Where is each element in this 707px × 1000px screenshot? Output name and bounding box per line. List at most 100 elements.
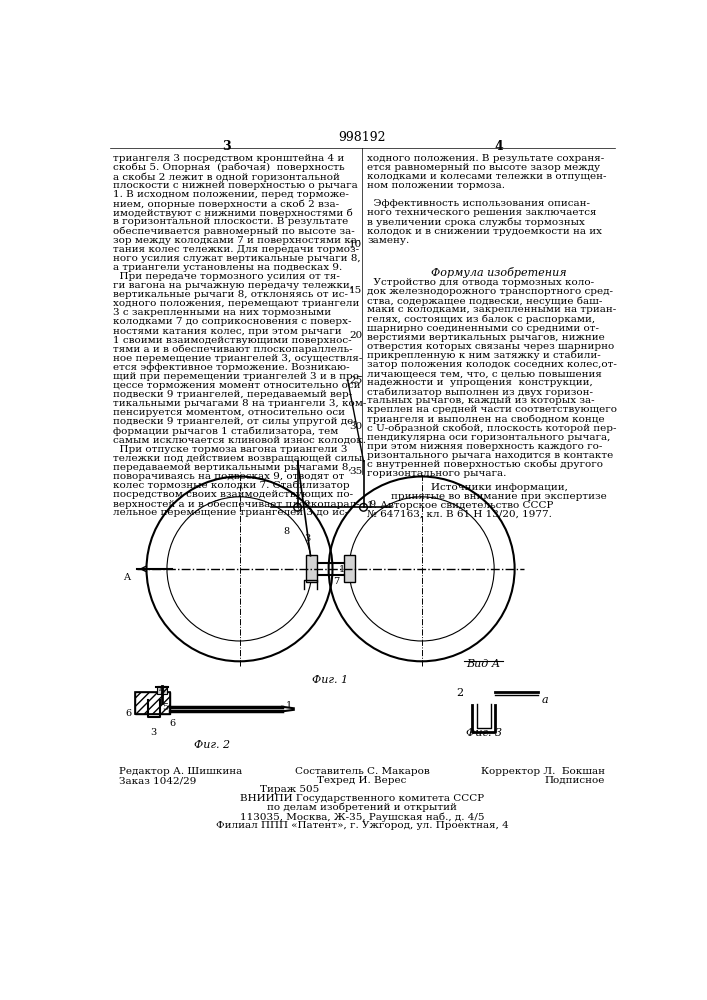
Text: 9: 9 — [304, 500, 310, 509]
Text: Филиал ППП «Патент», г. Ужгород, ул. Проектная, 4: Филиал ППП «Патент», г. Ужгород, ул. Про… — [216, 821, 508, 830]
Text: имодействуют с нижними поверхностями б: имодействуют с нижними поверхностями б — [113, 208, 353, 218]
Text: Техред И. Верес: Техред И. Верес — [317, 776, 407, 785]
Text: ризонтального рычага находится в контакте: ризонтального рычага находится в контакт… — [368, 451, 614, 460]
Text: 2: 2 — [457, 688, 464, 698]
Text: Фиг. 2: Фиг. 2 — [194, 740, 230, 750]
Text: 20: 20 — [349, 331, 363, 340]
Text: тикальными рычагами 8 на триангели 3, ком-: тикальными рычагами 8 на триангели 3, ко… — [113, 399, 366, 408]
Text: нием, опорные поверхности а скоб 2 вза-: нием, опорные поверхности а скоб 2 вза- — [113, 199, 339, 209]
Text: тями а и в обеспечивают плоскопараллель-: тями а и в обеспечивают плоскопараллель- — [113, 345, 353, 354]
Text: 25: 25 — [349, 376, 363, 385]
Text: ется равномерный по высоте зазор между: ется равномерный по высоте зазор между — [368, 163, 600, 172]
Text: ВНИИПИ Государственного комитета СССР: ВНИИПИ Государственного комитета СССР — [240, 794, 484, 803]
Text: 1: 1 — [339, 565, 344, 574]
Text: ства, содержащее подвески, несущие баш-: ства, содержащее подвески, несущие баш- — [368, 296, 603, 306]
Text: ги вагона на рычажную передачу тележки,: ги вагона на рычажную передачу тележки, — [113, 281, 354, 290]
Text: 1 своими взаимодействующими поверхнос-: 1 своими взаимодействующими поверхнос- — [113, 336, 352, 345]
Text: 3 с закрепленными на них тормозными: 3 с закрепленными на них тормозными — [113, 308, 332, 317]
Text: в увеличении срока службы тормозных: в увеличении срока службы тормозных — [368, 217, 585, 227]
Text: док железнодорожного транспортного сред-: док железнодорожного транспортного сред- — [368, 287, 614, 296]
Text: верстиями вертикальных рычагов, нижние: верстиями вертикальных рычагов, нижние — [368, 333, 605, 342]
Text: 6: 6 — [126, 709, 132, 718]
Text: подвески 9 триангелей, от силы упругой де-: подвески 9 триангелей, от силы упругой д… — [113, 417, 357, 426]
Text: 4: 4 — [159, 686, 165, 695]
Text: 1: 1 — [286, 701, 292, 710]
Text: колодок и в снижении трудоемкости на их: колодок и в снижении трудоемкости на их — [368, 227, 602, 236]
Text: 113035, Москва, Ж-35, Раушская наб., д. 4/5: 113035, Москва, Ж-35, Раушская наб., д. … — [240, 812, 484, 822]
Text: отверстия которых связаны через шарнирно: отверстия которых связаны через шарнирно — [368, 342, 614, 351]
Text: 15: 15 — [349, 286, 363, 295]
Text: 3: 3 — [151, 728, 157, 737]
Text: ного технического решения заключается: ного технического решения заключается — [368, 208, 597, 217]
Text: ного усилия служат вертикальные рычаги 8,: ного усилия служат вертикальные рычаги 8… — [113, 254, 361, 263]
Text: формации рычагов 1 стабилизатора, тем: формации рычагов 1 стабилизатора, тем — [113, 426, 339, 436]
Text: a: a — [542, 695, 549, 705]
Text: триангеля и выполнен на свободном конце: триангеля и выполнен на свободном конце — [368, 415, 605, 424]
Text: 8: 8 — [284, 527, 290, 536]
Text: маки с колодками, закрепленными на триан-: маки с колодками, закрепленными на триан… — [368, 305, 617, 314]
Text: лельное перемещение триангелей 3 до ис-: лельное перемещение триангелей 3 до ис- — [113, 508, 349, 517]
Text: шарнирно соединенными со средними от-: шарнирно соединенными со средними от- — [368, 324, 600, 333]
Text: ностями катания колес, при этом рычаги: ностями катания колес, при этом рычаги — [113, 327, 341, 336]
Text: Подписное: Подписное — [545, 776, 605, 785]
Text: ходного положения, перемещают триангели: ходного положения, перемещают триангели — [113, 299, 360, 308]
Text: 1. В исходном положении, перед торможе-: 1. В исходном положении, перед торможе- — [113, 190, 349, 199]
Text: Редактор А. Шишкина: Редактор А. Шишкина — [119, 767, 243, 776]
Text: обеспечивается равномерный по высоте за-: обеспечивается равномерный по высоте за- — [113, 227, 355, 236]
Text: 1. Авторское свидетельство СССР: 1. Авторское свидетельство СССР — [368, 501, 554, 510]
Text: Фиг. 3: Фиг. 3 — [466, 728, 502, 738]
Text: Составитель С. Макаров: Составитель С. Макаров — [295, 767, 429, 776]
Bar — [135, 692, 170, 714]
Text: 3: 3 — [304, 534, 310, 543]
Text: 35: 35 — [349, 467, 363, 476]
Text: самым исключается клиновой износ колодок.: самым исключается клиновой износ колодок… — [113, 436, 366, 445]
Text: Эффективность использования описан-: Эффективность использования описан- — [368, 199, 590, 208]
Text: Корректор Л.  Бокшан: Корректор Л. Бокшан — [481, 767, 605, 776]
Text: скобы 5. Опорная  (рабочая)  поверхность: скобы 5. Опорная (рабочая) поверхность — [113, 163, 345, 172]
Text: с U-образной скобой, плоскость которой пер-: с U-образной скобой, плоскость которой п… — [368, 424, 617, 433]
Text: пенсируется моментом, относительно оси: пенсируется моментом, относительно оси — [113, 408, 345, 417]
Text: стабилизатор выполнен из двух горизон-: стабилизатор выполнен из двух горизон- — [368, 387, 593, 397]
Text: Тираж 505: Тираж 505 — [260, 785, 320, 794]
Text: 7: 7 — [333, 577, 339, 586]
Text: Формула изобретения: Формула изобретения — [431, 267, 567, 278]
Text: 6: 6 — [170, 719, 176, 728]
Text: тележки под действием возвращающей силы,: тележки под действием возвращающей силы, — [113, 454, 366, 463]
Text: ходного положения. В результате сохраня-: ходного положения. В результате сохраня- — [368, 154, 604, 163]
Text: замену.: замену. — [368, 236, 409, 245]
Text: принятые во внимание при экспертизе: принятые во внимание при экспертизе — [391, 492, 607, 501]
Text: а триангели установлены на подвесках 9.: а триангели установлены на подвесках 9. — [113, 263, 342, 272]
Text: цессе торможения момент относительно оси: цессе торможения момент относительно оси — [113, 381, 361, 390]
Text: ется эффективное торможение. Возникаю-: ется эффективное торможение. Возникаю- — [113, 363, 350, 372]
Text: колес тормозные колодки 7. Стабилизатор: колес тормозные колодки 7. Стабилизатор — [113, 481, 350, 490]
Text: колодками и колесами тележки в отпущен-: колодками и колесами тележки в отпущен- — [368, 172, 607, 181]
Text: № 647163, кл. В 61 Н 13/20, 1977.: № 647163, кл. В 61 Н 13/20, 1977. — [368, 510, 552, 519]
Text: 10: 10 — [349, 240, 363, 249]
Text: щий при перемещении триангелей 3 и в про-: щий при перемещении триангелей 3 и в про… — [113, 372, 363, 381]
Text: колодками 7 до соприкосновения с поверх-: колодками 7 до соприкосновения с поверх- — [113, 317, 351, 326]
Text: вертикальные рычаги 8, отклоняясь от ис-: вертикальные рычаги 8, отклоняясь от ис- — [113, 290, 348, 299]
Bar — [344, 555, 356, 582]
Text: Фиг. 1: Фиг. 1 — [312, 675, 349, 685]
Text: по делам изобретений и открытий: по делам изобретений и открытий — [267, 803, 457, 812]
Text: зор между колодками 7 и поверхностями ка-: зор между колодками 7 и поверхностями ка… — [113, 236, 361, 245]
Text: 3: 3 — [222, 140, 230, 153]
Text: При передаче тормозного усилия от тя-: При передаче тормозного усилия от тя- — [113, 272, 340, 281]
Text: При отпуске тормоза вагона триангели 3: При отпуске тормоза вагона триангели 3 — [113, 445, 348, 454]
Text: посредством своих взаимодействующих по-: посредством своих взаимодействующих по- — [113, 490, 354, 499]
Text: личающееся тем, что, с целью повышения: личающееся тем, что, с целью повышения — [368, 369, 602, 378]
Text: 5: 5 — [162, 703, 168, 712]
Text: креплен на средней части соответствующего: креплен на средней части соответствующег… — [368, 405, 617, 414]
Text: 9: 9 — [370, 500, 376, 509]
Text: ном положении тормоза.: ном положении тормоза. — [368, 181, 506, 190]
Bar — [158, 686, 167, 694]
Text: передаваемой вертикальными рычагами 8,: передаваемой вертикальными рычагами 8, — [113, 463, 352, 472]
Text: верхностей а и в обеспечивает плоскопарал-: верхностей а и в обеспечивает плоскопара… — [113, 499, 360, 509]
Text: Устройство для отвода тормозных коло-: Устройство для отвода тормозных коло- — [368, 278, 595, 287]
Text: Вид А: Вид А — [467, 659, 501, 669]
Text: затор положения колодок соседних колес,от-: затор положения колодок соседних колес,о… — [368, 360, 617, 369]
Text: тальных рычагов, каждый из которых за-: тальных рычагов, каждый из которых за- — [368, 396, 595, 405]
Text: прикрепленную к ним затяжку и стабили-: прикрепленную к ним затяжку и стабили- — [368, 351, 601, 360]
Text: тания колес тележки. Для передачи тормоз-: тания колес тележки. Для передачи тормоз… — [113, 245, 359, 254]
Bar — [306, 555, 317, 582]
